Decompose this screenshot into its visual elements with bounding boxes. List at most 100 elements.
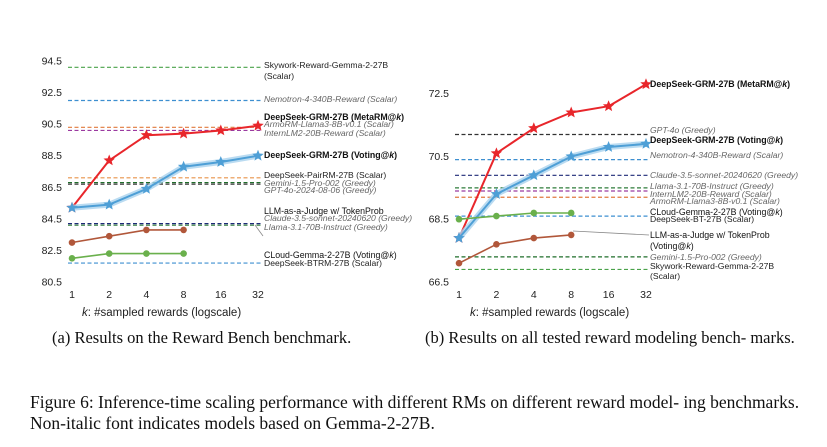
series-point bbox=[490, 147, 503, 159]
series-point bbox=[215, 124, 227, 136]
label-leader-line bbox=[254, 224, 264, 237]
x-tick-label: 16 bbox=[215, 289, 227, 301]
y-tick-label: 94.5 bbox=[42, 56, 63, 68]
series-point bbox=[180, 250, 187, 257]
series-point bbox=[455, 215, 463, 223]
caption-a: (a) Results on the Reward Bench benchmar… bbox=[52, 328, 352, 347]
series-line-deepseek-grm-27b-voting-k bbox=[71, 154, 259, 209]
series-point bbox=[640, 137, 652, 149]
series-point bbox=[565, 150, 577, 162]
x-tick-label: 1 bbox=[69, 289, 75, 301]
series-point bbox=[180, 226, 187, 234]
baseline-label: Llama-3.1-70B-Instruct (Greedy) bbox=[264, 222, 388, 232]
y-tick-label: 66.5 bbox=[429, 277, 450, 289]
baseline-label: InternLM2-20B-Reward (Scalar) bbox=[264, 128, 386, 138]
y-tick-label: 84.5 bbox=[42, 213, 63, 225]
x-tick-label: 8 bbox=[568, 289, 574, 301]
series-point bbox=[528, 122, 540, 134]
baseline-sub-label: (Scalar) bbox=[264, 71, 294, 81]
series-point bbox=[68, 255, 76, 262]
series-point bbox=[140, 182, 153, 194]
series-point bbox=[66, 201, 78, 213]
x-axis-label: k: #sampled rewards (logscale) bbox=[470, 307, 629, 319]
baseline-label: Gemini-1.5-Pro-002 (Greedy) bbox=[650, 252, 762, 262]
y-tick-label: 72.5 bbox=[429, 88, 450, 100]
y-tick-label: 88.5 bbox=[42, 150, 63, 162]
x-tick-label: 16 bbox=[603, 289, 615, 301]
series-point bbox=[105, 232, 113, 240]
y-tick-label: 68.5 bbox=[429, 214, 450, 226]
x-tick-label: 32 bbox=[252, 289, 264, 301]
baseline-label: Nemotron-4-340B-Reward (Scalar) bbox=[264, 94, 397, 104]
series-line-deepseek-grm-27b-voting-k bbox=[458, 142, 647, 239]
baseline-label: Nemotron-4-340B-Reward (Scalar) bbox=[650, 150, 783, 160]
series-point bbox=[103, 154, 115, 166]
series-point bbox=[215, 156, 227, 167]
series-point bbox=[252, 119, 264, 131]
series-point bbox=[493, 241, 500, 248]
baseline-label: ArmoRM-Llama3-8B-v0.1 (Scalar) bbox=[649, 196, 780, 206]
baseline-label: GPT-4o (Greedy) bbox=[650, 125, 716, 135]
series-label: DeepSeek-GRM-27B (Voting@k) bbox=[264, 150, 397, 160]
series-line-deepseek-grm-27b-metarm-k bbox=[71, 124, 259, 209]
series-point bbox=[530, 209, 538, 217]
x-tick-label: 2 bbox=[493, 289, 499, 301]
caption-b: (b) Results on all tested reward modelin… bbox=[425, 328, 795, 347]
series-point bbox=[455, 259, 463, 267]
chart-a: 80.5 82.5 84.5 86.5 88.5 90.5 92.5 94.5 1 2 4 8 16 32… bbox=[42, 56, 413, 320]
series-point bbox=[602, 141, 615, 152]
baseline-label: Skywork-Reward-Gemma-2-27B bbox=[264, 60, 388, 70]
series-point bbox=[252, 149, 264, 161]
series-line-deepseek-grm-27b-metarm-k bbox=[458, 83, 647, 239]
series-point bbox=[490, 188, 503, 199]
series-line-cloud-gemma-2-27b-voting-k bbox=[458, 212, 572, 220]
series-halo bbox=[71, 152, 259, 211]
y-tick-label: 90.5 bbox=[42, 119, 63, 131]
x-tick-label: 2 bbox=[106, 289, 112, 301]
y-tick-label: 70.5 bbox=[429, 151, 450, 163]
baseline-label: DeepSeek-BT-27B (Scalar) bbox=[650, 214, 754, 224]
baseline-label: Llama-3.1-70B-Instruct (Greedy) bbox=[650, 181, 774, 191]
series-label: DeepSeek-GRM-27B (MetaRM@k) bbox=[650, 79, 790, 89]
series-point bbox=[528, 169, 540, 181]
series-line-llm-as-a-judge-w-tokenprob bbox=[458, 234, 572, 264]
series-point bbox=[602, 100, 615, 112]
series-point bbox=[68, 239, 76, 246]
y-tick-label: 80.5 bbox=[42, 277, 63, 289]
baseline-label: DeepSeek-BTRM-27B (Scalar) bbox=[264, 258, 382, 268]
series-line-llm-as-a-judge-w-tokenprob bbox=[71, 229, 184, 244]
series-line-cloud-gemma-2-27b-voting-k bbox=[71, 252, 184, 260]
baseline-label: Claude-3.5-sonnet-20240620 (Greedy) bbox=[650, 170, 798, 180]
label-leader-line bbox=[572, 230, 650, 236]
series-point bbox=[565, 106, 577, 118]
series-point bbox=[177, 127, 190, 139]
baseline-label: Gemini-1.5-Pro-002 (Greedy) bbox=[264, 178, 376, 188]
series-point bbox=[177, 160, 190, 172]
chart-b: 66.5 68.5 70.5 72.5 1 2 4 8 16 32 k: #sampled rewa… bbox=[429, 78, 798, 319]
series-point bbox=[143, 250, 150, 257]
series-label: DeepSeek-GRM-27B (Voting@k) bbox=[650, 135, 783, 145]
series-point bbox=[493, 212, 500, 220]
x-tick-label: 32 bbox=[640, 289, 652, 301]
x-tick-label: 4 bbox=[531, 289, 537, 301]
series-point bbox=[640, 78, 652, 90]
y-tick-label: 86.5 bbox=[42, 182, 63, 194]
x-axis-label: k: #sampled rewards (logscale) bbox=[82, 307, 241, 319]
baseline-label: GPT-4o-2024-08-06 (Greedy) bbox=[264, 185, 377, 195]
x-tick-label: 8 bbox=[181, 289, 187, 301]
series-point bbox=[530, 234, 538, 242]
series-label: LLM-as-a-Judge w/ TokenProb bbox=[650, 230, 770, 240]
baseline-sub-label: (Scalar) bbox=[650, 271, 680, 281]
series-label: LLM-as-a-Judge w/ TokenProb bbox=[264, 206, 384, 216]
x-tick-label: 4 bbox=[143, 289, 149, 301]
series-label: CLoud-Gemma-2-27B (Voting@k) bbox=[264, 250, 397, 260]
baseline-label: ArmoRM-Llama3-8B-v0.1 (Scalar) bbox=[263, 119, 394, 129]
series-point bbox=[453, 232, 465, 243]
series-label: CLoud-Gemma-2-27B (Voting@k) bbox=[650, 207, 783, 217]
figure-caption: Figure 6: Inference-time scaling perform… bbox=[30, 392, 800, 433]
y-tick-label: 82.5 bbox=[42, 245, 63, 257]
baseline-label: Claude-3.5-sonnet-20240620 (Greedy) bbox=[264, 213, 412, 223]
series-point bbox=[567, 209, 575, 217]
baseline-label: DeepSeek-PairRM-27B (Scalar) bbox=[264, 170, 386, 180]
